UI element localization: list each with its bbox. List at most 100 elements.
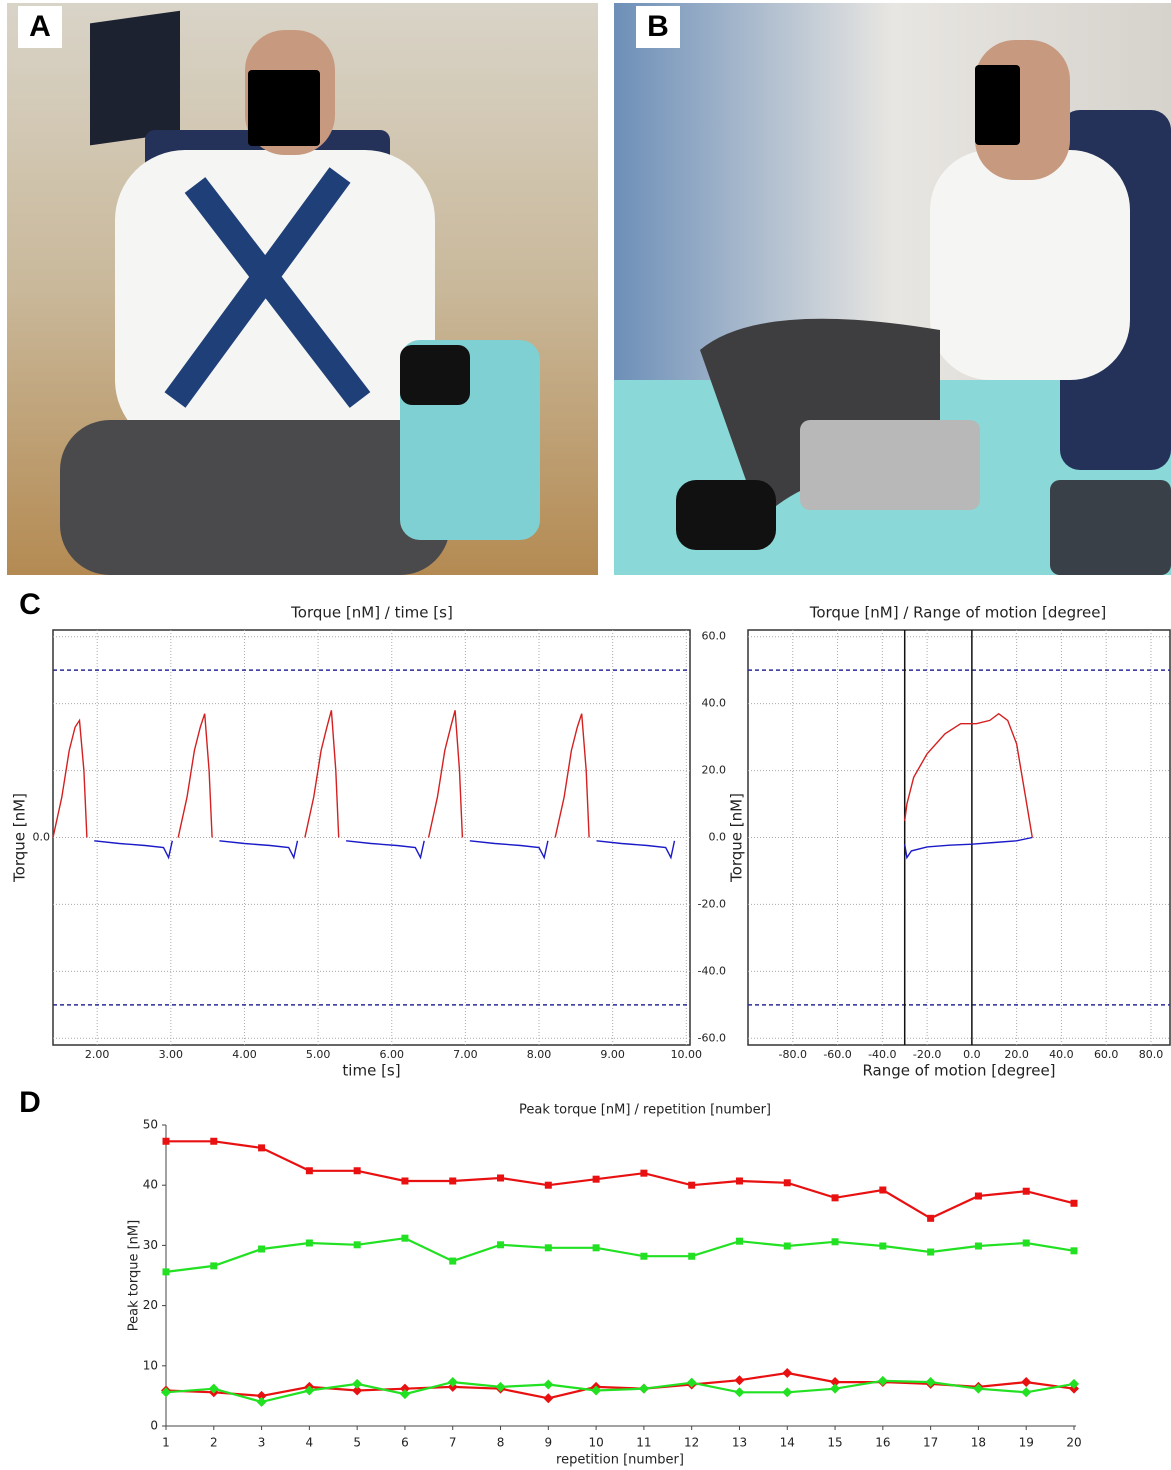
marker <box>545 1244 552 1251</box>
data-line <box>166 1381 1074 1402</box>
marker <box>497 1241 504 1248</box>
x-tick-label: 1 <box>162 1436 170 1450</box>
y-tick-label: 30 <box>143 1238 158 1252</box>
figure: A B C D Torque [nM] / time [s]time [s]To… <box>0 0 1171 1470</box>
x-tick-label: 20 <box>1066 1436 1081 1450</box>
x-tick-label: 16 <box>875 1436 890 1450</box>
marker <box>1071 1247 1078 1254</box>
x-tick-label: 18 <box>971 1436 986 1450</box>
y-tick-label: 0.0 <box>33 831 51 844</box>
x-tick-label: -60.0 <box>823 1048 851 1061</box>
x-tick-label: 20.0 <box>1004 1048 1029 1061</box>
x-tick-label: 12 <box>684 1436 699 1450</box>
marker <box>782 1387 792 1397</box>
y-axis-label: Peak torque [nM] <box>127 1220 142 1331</box>
marker <box>449 1177 456 1184</box>
x-tick-label: 5.00 <box>306 1048 331 1061</box>
x-tick-label: 17 <box>923 1436 938 1450</box>
y-tick-label: 20.0 <box>702 764 727 777</box>
marker <box>354 1167 361 1174</box>
marker <box>306 1239 313 1246</box>
x-tick-label: 10 <box>588 1436 603 1450</box>
x-tick-label: 10.00 <box>671 1048 703 1061</box>
marker <box>210 1138 217 1145</box>
x-tick-label: 3 <box>258 1436 266 1450</box>
photo-a <box>7 3 598 575</box>
marker <box>927 1215 934 1222</box>
y-tick-label: 10 <box>143 1358 158 1372</box>
marker <box>973 1384 983 1394</box>
x-tick-label: 60.0 <box>1094 1048 1119 1061</box>
marker <box>1023 1239 1030 1246</box>
marker <box>782 1368 792 1378</box>
x-tick-label: 7.00 <box>453 1048 478 1061</box>
y-tick-label: -60.0 <box>698 1031 726 1044</box>
marker <box>832 1194 839 1201</box>
y-tick-label: 20 <box>143 1298 158 1312</box>
marker <box>879 1243 886 1250</box>
chart-title: Torque [nM] / Range of motion [degree] <box>809 604 1107 622</box>
photo-b <box>614 3 1171 575</box>
marker <box>593 1176 600 1183</box>
y-tick-label: 50 <box>143 1118 158 1132</box>
marker <box>306 1167 313 1174</box>
marker <box>1021 1377 1031 1387</box>
x-tick-label: 4 <box>306 1436 314 1450</box>
x-tick-label: 8 <box>497 1436 505 1450</box>
x-tick-label: 40.0 <box>1049 1048 1074 1061</box>
panel-label: C <box>19 588 41 621</box>
marker <box>354 1241 361 1248</box>
y-tick-label: 40 <box>143 1178 158 1192</box>
marker <box>734 1387 744 1397</box>
data-line <box>166 1373 1074 1398</box>
y-axis-label: Torque [nM] <box>11 793 29 883</box>
marker <box>449 1258 456 1265</box>
marker <box>832 1238 839 1245</box>
marker <box>1023 1188 1030 1195</box>
x-tick-label: 9.00 <box>600 1048 625 1061</box>
data-line <box>166 1238 1074 1272</box>
y-tick-label: 40.0 <box>702 697 727 710</box>
y-tick-label: 0.0 <box>709 831 727 844</box>
x-tick-label: 11 <box>636 1436 651 1450</box>
x-axis-label: Range of motion [degree] <box>862 1062 1055 1080</box>
marker <box>593 1244 600 1251</box>
marker <box>352 1379 362 1389</box>
x-tick-label: -40.0 <box>868 1048 896 1061</box>
marker <box>736 1177 743 1184</box>
x-tick-label: -20.0 <box>913 1048 941 1061</box>
x-tick-label: 2 <box>210 1436 218 1450</box>
marker <box>975 1243 982 1250</box>
x-tick-label: 80.0 <box>1139 1048 1164 1061</box>
marker <box>734 1375 744 1385</box>
marker <box>401 1235 408 1242</box>
data-line <box>166 1141 1074 1218</box>
marker <box>640 1170 647 1177</box>
marker <box>545 1182 552 1189</box>
marker <box>975 1193 982 1200</box>
x-tick-label: 13 <box>732 1436 747 1450</box>
x-axis-label: time [s] <box>342 1062 400 1080</box>
x-tick-label: 0.0 <box>963 1048 981 1061</box>
y-tick-label: 0 <box>150 1419 158 1433</box>
x-axis-label: repetition [number] <box>556 1453 684 1468</box>
marker <box>163 1268 170 1275</box>
marker <box>258 1144 265 1151</box>
marker <box>1071 1200 1078 1207</box>
marker <box>161 1387 171 1397</box>
marker <box>163 1138 170 1145</box>
chart-title: Peak torque [nM] / repetition [number] <box>519 1103 771 1118</box>
x-tick-label: 4.00 <box>232 1048 257 1061</box>
y-tick-label: 60.0 <box>702 630 727 643</box>
x-tick-label: 19 <box>1019 1436 1034 1450</box>
marker <box>927 1249 934 1256</box>
marker <box>543 1393 553 1403</box>
x-tick-label: 6 <box>401 1436 409 1450</box>
marker <box>543 1379 553 1389</box>
panel-label: A <box>29 10 51 43</box>
marker <box>688 1253 695 1260</box>
marker <box>400 1389 410 1399</box>
x-tick-label: 9 <box>544 1436 552 1450</box>
marker <box>210 1262 217 1269</box>
chart-title: Torque [nM] / time [s] <box>290 604 453 622</box>
